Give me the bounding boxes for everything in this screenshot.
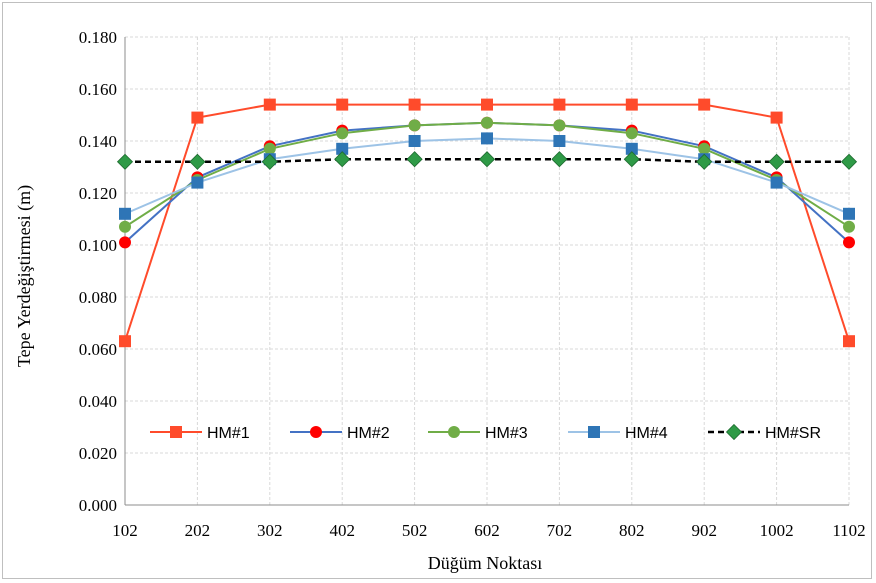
x-tick-label: 302 xyxy=(257,521,283,540)
series xyxy=(116,98,858,348)
grid xyxy=(124,36,850,506)
data-point xyxy=(481,116,493,129)
data-point xyxy=(553,135,566,147)
legend-label: HM#3 xyxy=(485,425,528,442)
data-point xyxy=(770,176,783,189)
legend-entry: HM#1 xyxy=(150,425,250,442)
y-tick-label: 0.080 xyxy=(79,288,117,307)
data-point xyxy=(696,153,713,170)
data-point xyxy=(406,151,423,168)
data-point xyxy=(261,153,278,170)
data-point xyxy=(553,98,566,111)
x-tick-label: 1102 xyxy=(832,521,865,540)
legend-label: HM#SR xyxy=(765,425,821,442)
legend-entry: HM#SR xyxy=(708,423,821,442)
data-point xyxy=(263,98,276,111)
x-tick-label: 102 xyxy=(112,521,138,540)
data-point xyxy=(336,142,349,155)
x-axis-ticks: 102 202 302 402 502 602 702 802 902 1002 1102 xyxy=(112,521,865,540)
x-tick-label: 902 xyxy=(691,521,717,540)
legend-marker-swatch xyxy=(310,426,322,438)
y-tick-label: 0.000 xyxy=(79,496,117,515)
y-tick-label: 0.040 xyxy=(79,392,117,411)
legend-entry: HM#3 xyxy=(428,425,528,442)
data-point xyxy=(625,142,638,155)
data-point xyxy=(625,98,638,111)
series-hm-1 xyxy=(119,98,855,348)
data-point xyxy=(336,127,349,140)
data-point xyxy=(408,98,421,111)
x-tick-label: 1002 xyxy=(760,521,794,540)
y-tick-label: 0.160 xyxy=(79,80,117,99)
data-point xyxy=(698,98,711,111)
data-point xyxy=(770,111,783,124)
series-hm-sr xyxy=(116,151,858,170)
data-point xyxy=(119,207,131,220)
legend-label: HM#2 xyxy=(347,425,390,442)
series-hm-4 xyxy=(119,132,855,220)
data-point xyxy=(263,142,276,155)
data-point xyxy=(768,153,785,170)
x-axis-title: Düğüm Noktası xyxy=(428,553,543,573)
y-tick-label: 0.140 xyxy=(79,132,117,151)
legend-marker-swatch xyxy=(588,426,600,438)
data-point xyxy=(119,220,131,233)
x-tick-label: 702 xyxy=(547,521,573,540)
x-tick-label: 202 xyxy=(185,521,211,540)
data-point xyxy=(623,151,640,168)
data-point xyxy=(408,135,421,147)
y-tick-label: 0.020 xyxy=(79,444,117,463)
data-point xyxy=(336,98,349,111)
data-point xyxy=(119,335,131,348)
data-point xyxy=(843,236,855,249)
data-point xyxy=(481,98,493,111)
y-tick-label: 0.120 xyxy=(79,184,117,203)
y-tick-label: 0.100 xyxy=(79,236,117,255)
legend-label: HM#1 xyxy=(207,425,250,442)
x-tick-label: 802 xyxy=(619,521,645,540)
data-point xyxy=(625,127,638,140)
data-point xyxy=(191,111,204,124)
legend-entry: HM#2 xyxy=(290,425,390,442)
data-point xyxy=(553,119,566,132)
y-axis-ticks: 0.000 0.020 0.040 0.060 0.080 0.100 0.120 0.140… xyxy=(79,28,117,515)
data-point xyxy=(843,220,855,233)
data-point xyxy=(843,335,855,348)
y-tick-label: 0.180 xyxy=(79,28,117,47)
data-point xyxy=(840,153,858,170)
data-point xyxy=(408,119,421,132)
legend-marker-swatch xyxy=(725,423,743,441)
data-point xyxy=(116,153,134,170)
data-point xyxy=(551,151,568,168)
data-point xyxy=(481,132,493,145)
x-tick-label: 602 xyxy=(474,521,500,540)
x-tick-label: 402 xyxy=(329,521,355,540)
legend-label: HM#4 xyxy=(625,425,668,442)
data-point xyxy=(478,151,496,168)
data-point xyxy=(698,142,711,155)
data-point xyxy=(191,176,204,189)
data-point xyxy=(189,153,206,170)
series-hm-3 xyxy=(119,116,855,233)
y-axis-title: Tepe Yerdeğiştirmesi (m) xyxy=(14,185,35,367)
legend-marker-swatch xyxy=(448,426,460,438)
legend-marker-swatch xyxy=(170,426,182,438)
x-tick-label: 502 xyxy=(402,521,428,540)
data-point xyxy=(843,207,855,220)
legend-entry: HM#4 xyxy=(568,425,668,442)
data-point xyxy=(119,236,131,249)
legend: HM#1 HM#2 HM#3 HM#4 HM#SR xyxy=(150,423,821,442)
y-tick-label: 0.060 xyxy=(79,340,117,359)
data-point xyxy=(334,151,351,168)
